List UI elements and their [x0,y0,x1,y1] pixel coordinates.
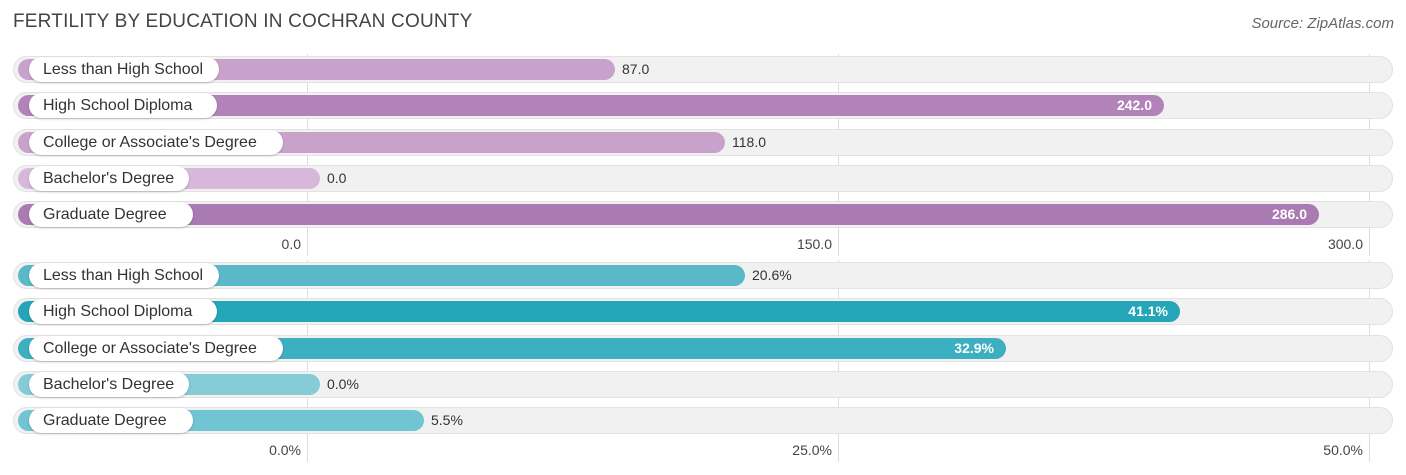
tick-label: 25.0% [792,442,832,458]
tick-label: 0.0% [269,442,301,458]
category-label: Less than High School [29,263,219,288]
category-label: Less than High School [29,57,219,82]
category-label: Graduate Degree [29,202,193,227]
category-label: College or Associate's Degree [29,130,283,155]
bar[interactable] [18,204,1319,225]
value-label: 0.0 [327,170,347,186]
source-label: Source: ZipAtlas.com [1251,15,1394,32]
category-label: High School Diploma [29,93,217,118]
category-label: High School Diploma [29,299,217,324]
category-label: Graduate Degree [29,408,193,433]
value-label: 20.6% [752,267,792,283]
value-label: 242.0 [1116,97,1152,113]
bar[interactable] [18,95,1164,116]
value-label: 87.0 [622,61,650,77]
tick-label: 300.0 [1327,236,1363,252]
value-label: 0.0% [327,376,359,392]
tick-label: 150.0 [796,236,832,252]
value-label: 41.1% [1128,303,1168,319]
value-label: 5.5% [431,412,463,428]
tick-label: 50.0% [1323,442,1363,458]
category-label: College or Associate's Degree [29,336,283,361]
bar[interactable] [18,301,1180,322]
value-label: 286.0 [1271,206,1307,222]
chart-title: FERTILITY BY EDUCATION IN COCHRAN COUNTY [13,11,473,32]
tick-label: 0.0 [281,236,301,252]
value-label: 118.0 [732,134,766,150]
category-label: Bachelor's Degree [29,166,189,191]
value-label: 32.9% [954,340,994,356]
category-label: Bachelor's Degree [29,372,189,397]
